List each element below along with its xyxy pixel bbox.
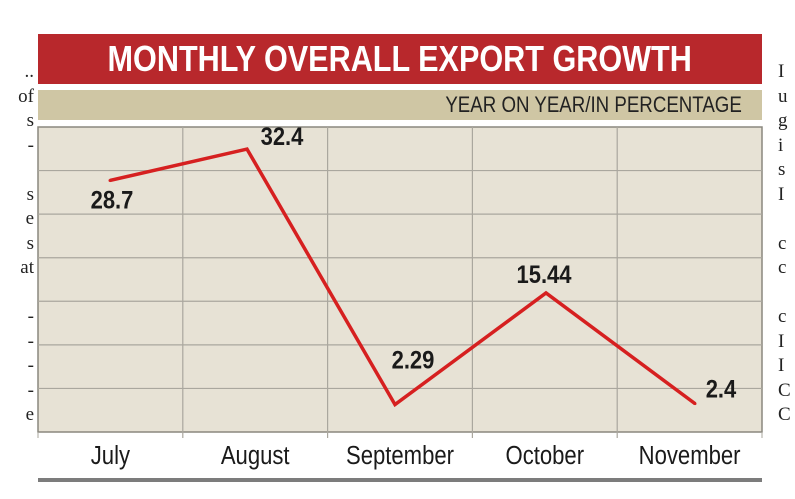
x-tick-label: August [221, 441, 290, 470]
text-fragment: of [18, 85, 34, 107]
text-fragment: i [778, 134, 784, 156]
x-tick-label: November [639, 441, 741, 470]
text-fragment: s [26, 232, 34, 254]
text-fragment: - [27, 306, 34, 327]
text-fragment: c [778, 306, 787, 327]
data-point [245, 147, 249, 151]
data-label: 2.4 [706, 375, 737, 403]
text-fragment: e [25, 208, 34, 229]
data-point [693, 402, 697, 406]
text-fragment: s [778, 159, 786, 180]
chart-subtitle-text: YEAR ON YEAR/IN PERCENTAGE [445, 92, 742, 117]
data-label: 28.7 [91, 186, 134, 214]
text-fragment: I [778, 330, 785, 352]
text-fragment: at [20, 257, 34, 278]
bottom-rule [38, 478, 762, 482]
left-column-text-fragment: .. of s - s e s at ----e [0, 60, 34, 428]
text-fragment: e [25, 404, 34, 425]
data-point [393, 403, 397, 407]
text-fragment: g [778, 110, 788, 131]
x-tick-label: July [91, 441, 130, 470]
chart-subtitle: YEAR ON YEAR/IN PERCENTAGE [38, 90, 762, 120]
text-fragment: I [778, 183, 785, 205]
data-point [544, 291, 548, 295]
data-label: 32.4 [261, 123, 304, 151]
text-fragment: - [27, 134, 34, 156]
data-label: 2.29 [392, 346, 435, 374]
text-fragment: u [778, 85, 788, 107]
text-fragment: s [26, 110, 34, 131]
text-fragment: .. [24, 61, 35, 82]
chart-title-text: MONTHLY OVERALL EXPORT GROWTH [107, 38, 693, 79]
text-fragment: - [27, 379, 34, 401]
text-fragment: c [778, 232, 787, 254]
text-fragment: c [778, 257, 787, 278]
x-tick-label: September [346, 441, 454, 470]
text-fragment: I [778, 355, 785, 376]
plot-area [37, 126, 763, 433]
text-fragment: C [778, 379, 791, 401]
data-label: 15.44 [516, 261, 571, 289]
data-point [108, 178, 112, 182]
text-fragment: C [778, 404, 791, 425]
x-tick-label: October [506, 441, 585, 470]
text-fragment: I [778, 61, 785, 82]
text-fragment: - [27, 330, 34, 352]
text-fragment: - [27, 355, 34, 376]
chart-title: MONTHLY OVERALL EXPORT GROWTH [38, 34, 762, 84]
text-fragment: s [26, 183, 34, 205]
